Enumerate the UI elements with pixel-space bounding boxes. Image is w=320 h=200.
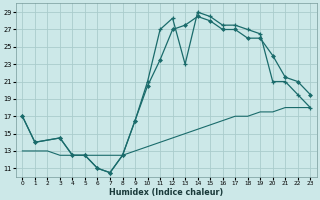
X-axis label: Humidex (Indice chaleur): Humidex (Indice chaleur) [109, 188, 223, 197]
